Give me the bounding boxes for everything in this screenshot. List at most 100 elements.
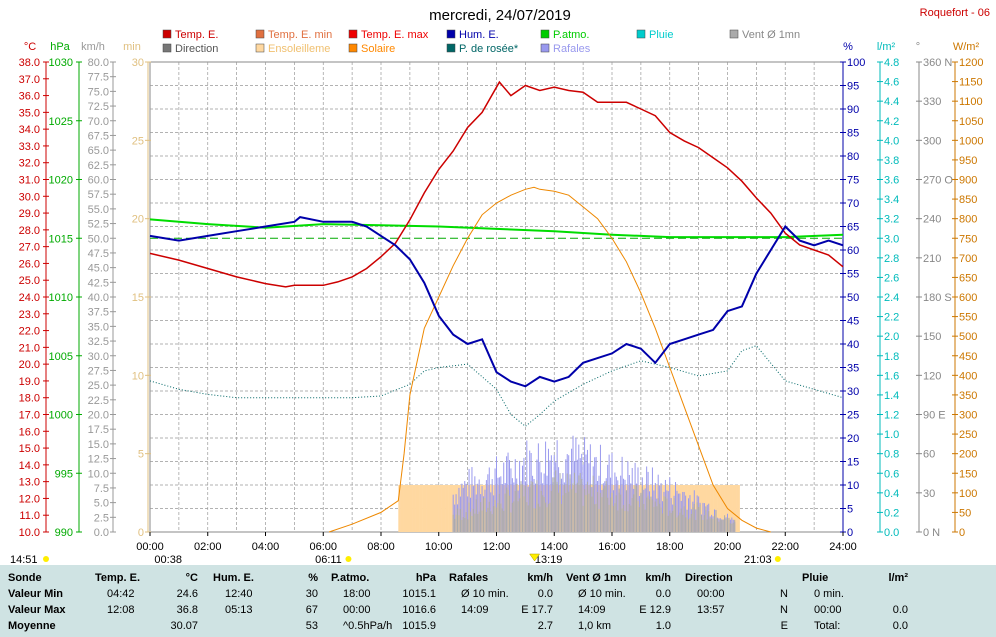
temp-tick-label: 13.0: [19, 477, 40, 489]
ensoleillement-bar: [673, 485, 676, 532]
temp-tick-label: 20.0: [19, 359, 40, 371]
ensoleillement-bar: [403, 485, 406, 532]
hpa-tick-label: 1005: [49, 351, 73, 363]
legend-swatch: [540, 43, 550, 53]
legend-label: Vent Ø 1mn: [742, 29, 800, 41]
sunrise-marker: [345, 556, 352, 562]
ensoleillement-bar: [711, 485, 714, 532]
ensoleillement-bar: [737, 485, 740, 532]
kmh-tick-label: 55.0: [88, 204, 109, 216]
stats-header-sonde: Sonde: [8, 572, 42, 584]
ensoleillement-bar: [474, 485, 477, 532]
axis-unit-hpa: hPa: [50, 41, 70, 53]
kmh-tick-label: 17.5: [88, 424, 109, 436]
ensoleillement-bar: [405, 485, 408, 532]
stats-cell-patmo-value: 1015.1: [402, 588, 436, 600]
pct-tick-label: 40: [847, 339, 859, 351]
pct-tick-label: 20: [847, 433, 859, 445]
hpa-tick-label: 990: [55, 527, 73, 539]
temp-tick-label: 10.0: [19, 527, 40, 539]
wm2-tick-label: 750: [959, 233, 977, 245]
ensoleillement-bar: [415, 485, 418, 532]
legend-swatch: [636, 29, 646, 39]
ensoleillement-bar: [713, 485, 716, 532]
ensoleillement-bar: [509, 485, 512, 532]
solar-noon-marker: [529, 553, 541, 562]
pct-tick-label: 25: [847, 410, 859, 422]
stats-cell-dir-value: E: [780, 620, 788, 632]
kmh-tick-label: 30.0: [88, 351, 109, 363]
lm2-tick-label: 1.4: [884, 390, 899, 402]
time-tick-label: 10:00: [425, 541, 453, 553]
pct-tick-label: 10: [847, 480, 859, 492]
lm2-tick-label: 4.8: [884, 57, 899, 69]
ensoleillement-bar: [604, 485, 607, 532]
hpa-tick-label: 1015: [49, 233, 73, 245]
legend-label: Hum. E.: [459, 29, 499, 41]
ensoleillement-bar: [436, 485, 439, 532]
legend-label: P.atmo.: [553, 29, 590, 41]
pct-tick-label: 0: [847, 527, 853, 539]
ensoleillement-bar: [413, 485, 416, 532]
time-tick-label: 24:00: [829, 541, 857, 553]
kmh-tick-label: 40.0: [88, 292, 109, 304]
ensoleillement-bar: [526, 485, 529, 532]
ensoleillement-bar: [439, 485, 442, 532]
kmh-tick-label: 7.5: [94, 483, 109, 495]
temp-tick-label: 31.0: [19, 175, 40, 187]
dewpoint-line: [149, 345, 844, 427]
stats-row-label: Moyenne: [8, 620, 56, 632]
solar-line: [328, 186, 771, 533]
ensoleillement-bar: [400, 485, 403, 532]
legend-swatch: [540, 29, 550, 39]
stats-panel: Sonde Temp. E. °C Hum. E.% P.atmo. hPa Rafales…: [0, 565, 996, 637]
ensoleillement-bar: [429, 485, 432, 532]
stats-cell-vent-value: 0.0: [655, 588, 671, 600]
temp-tick-label: 37.0: [19, 74, 40, 86]
kmh-tick-label: 60.0: [88, 175, 109, 187]
wm2-tick-label: 0: [959, 527, 965, 539]
kmh-tick-label: 50.0: [88, 233, 109, 245]
station-name: Roquefort - 06: [920, 7, 990, 19]
ensoleillement-bar: [420, 485, 423, 532]
ensoleillement-bar: [424, 485, 427, 532]
axis-unit-min: min: [123, 41, 141, 53]
ensoleillement-bar: [448, 485, 451, 532]
lm2-tick-label: 4.2: [884, 116, 899, 128]
pct-tick-label: 70: [847, 198, 859, 210]
ensoleillement-bar: [717, 485, 720, 532]
stats-cell-vent-time: Ø 10 min.: [578, 588, 626, 600]
stats-cell-vent-time: 14:09: [578, 604, 606, 616]
pct-tick-label: 55: [847, 269, 859, 281]
ensoleillement-bar: [694, 485, 697, 532]
temp-tick-label: 30.0: [19, 191, 40, 203]
minutes-tick-label: 25: [132, 135, 144, 147]
kmh-tick-label: 27.5: [88, 365, 109, 377]
wm2-tick-label: 450: [959, 351, 977, 363]
stats-cell-temp-time: 04:42: [107, 588, 135, 600]
axis-unit-deg: °: [916, 41, 920, 53]
chart-title: mercredi, 24/07/2019: [429, 7, 571, 24]
ensoleillement-bar: [432, 485, 435, 532]
stats-cell-raf-time: 14:09: [461, 604, 489, 616]
wm2-tick-label: 900: [959, 175, 977, 187]
kmh-tick-label: 67.5: [88, 130, 109, 142]
ensoleillement-bar: [552, 485, 555, 532]
ensoleillement-bar: [427, 485, 430, 532]
wm2-tick-label: 500: [959, 331, 977, 343]
deg-tick-label: 150: [923, 331, 941, 343]
kmh-tick-label: 75.0: [88, 86, 109, 98]
pct-tick-label: 65: [847, 222, 859, 234]
wm2-tick-label: 800: [959, 214, 977, 226]
wm2-tick-label: 150: [959, 468, 977, 480]
ensoleillement-bar: [724, 485, 727, 532]
legend-swatch: [446, 29, 456, 39]
kmh-tick-label: 10.0: [88, 468, 109, 480]
stats-cell-raf-value: E 17.7: [521, 604, 553, 616]
stats-header-vent: Vent Ø 1mn: [566, 572, 627, 584]
temp-tick-label: 26.0: [19, 258, 40, 270]
pressure-line: [149, 218, 844, 239]
ensoleillement-bar: [710, 485, 713, 532]
kmh-tick-label: 15.0: [88, 439, 109, 451]
legend-swatch: [446, 43, 456, 53]
